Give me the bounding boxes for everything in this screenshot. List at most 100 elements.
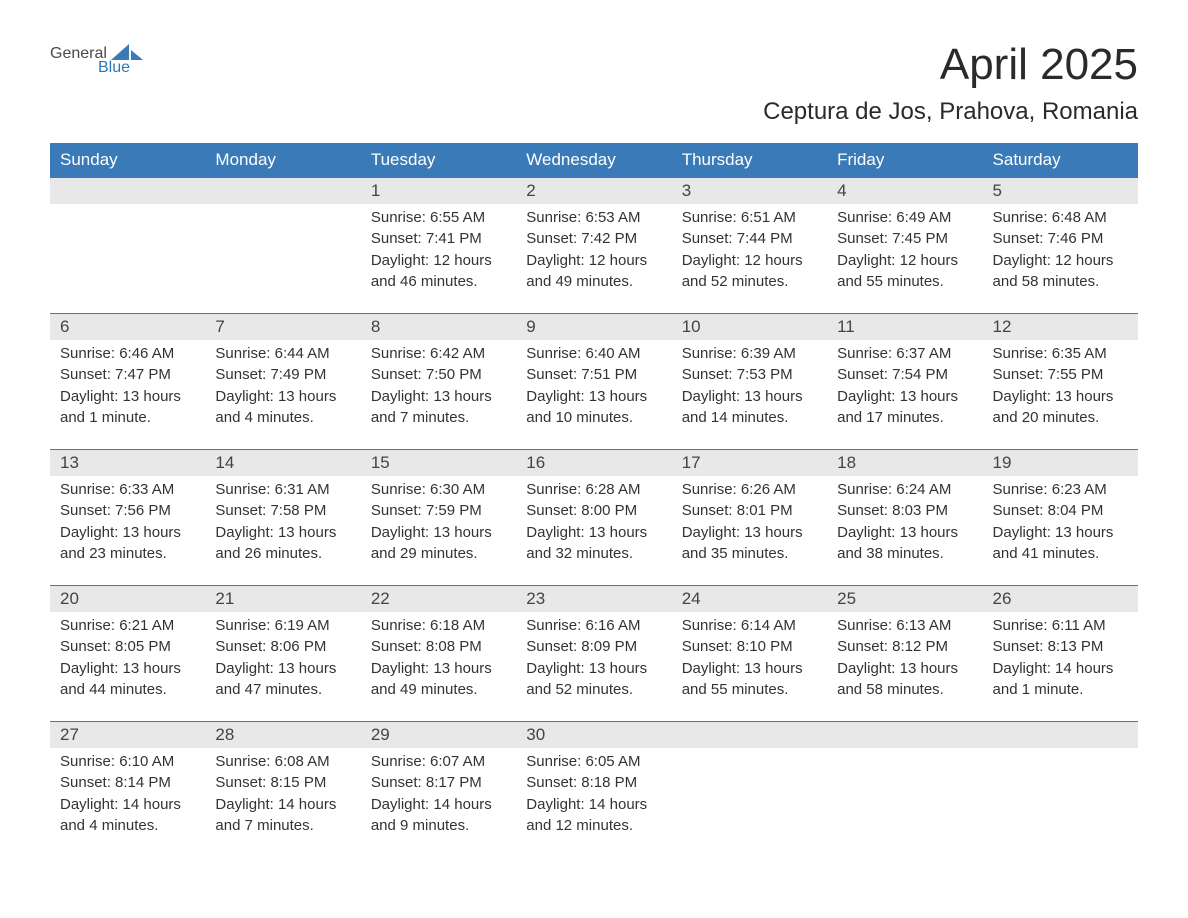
sunrise-text: Sunrise: 6:14 AM: [682, 616, 817, 636]
sunrise-text: Sunrise: 6:16 AM: [526, 616, 661, 636]
daylight-text-line2: and 4 minutes.: [215, 408, 350, 428]
day-header-sunday: Sunday: [50, 143, 205, 178]
daylight-text-line2: and 9 minutes.: [371, 816, 506, 836]
day-number: 16: [516, 450, 671, 476]
sunset-text: Sunset: 8:10 PM: [682, 637, 817, 657]
daylight-text-line2: and 58 minutes.: [993, 272, 1128, 292]
day-content: Sunrise: 6:55 AMSunset: 7:41 PMDaylight:…: [361, 204, 516, 313]
daylight-text-line1: Daylight: 13 hours: [60, 659, 195, 679]
daylight-text-line2: and 55 minutes.: [837, 272, 972, 292]
day-cell: 26Sunrise: 6:11 AMSunset: 8:13 PMDayligh…: [983, 586, 1138, 722]
sunset-text: Sunset: 8:00 PM: [526, 501, 661, 521]
sunset-text: Sunset: 7:53 PM: [682, 365, 817, 385]
sunset-text: Sunset: 7:51 PM: [526, 365, 661, 385]
day-content: [983, 748, 1138, 853]
sunrise-text: Sunrise: 6:49 AM: [837, 208, 972, 228]
sunset-text: Sunset: 8:09 PM: [526, 637, 661, 657]
header-row: General Blue April 2025 Ceptura de Jos, …: [50, 40, 1138, 138]
day-number: [983, 722, 1138, 748]
sunrise-text: Sunrise: 6:46 AM: [60, 344, 195, 364]
day-cell: 7Sunrise: 6:44 AMSunset: 7:49 PMDaylight…: [205, 314, 360, 450]
day-content: Sunrise: 6:37 AMSunset: 7:54 PMDaylight:…: [827, 340, 982, 449]
day-content: Sunrise: 6:35 AMSunset: 7:55 PMDaylight:…: [983, 340, 1138, 449]
day-content: Sunrise: 6:11 AMSunset: 8:13 PMDaylight:…: [983, 612, 1138, 721]
daylight-text-line2: and 7 minutes.: [371, 408, 506, 428]
daylight-text-line1: Daylight: 12 hours: [682, 251, 817, 271]
sunrise-text: Sunrise: 6:51 AM: [682, 208, 817, 228]
day-cell: 29Sunrise: 6:07 AMSunset: 8:17 PMDayligh…: [361, 722, 516, 858]
sunrise-text: Sunrise: 6:23 AM: [993, 480, 1128, 500]
sunset-text: Sunset: 8:06 PM: [215, 637, 350, 657]
day-number: 10: [672, 314, 827, 340]
sunrise-text: Sunrise: 6:26 AM: [682, 480, 817, 500]
sunset-text: Sunset: 8:14 PM: [60, 773, 195, 793]
day-content: Sunrise: 6:39 AMSunset: 7:53 PMDaylight:…: [672, 340, 827, 449]
daylight-text-line2: and 52 minutes.: [682, 272, 817, 292]
daylight-text-line1: Daylight: 13 hours: [682, 659, 817, 679]
sunrise-text: Sunrise: 6:18 AM: [371, 616, 506, 636]
day-content: [672, 748, 827, 853]
sunrise-text: Sunrise: 6:40 AM: [526, 344, 661, 364]
day-cell: 24 Sunrise: 6:14 AMSunset: 8:10 PMDayligh…: [672, 586, 827, 722]
daylight-text-line1: Daylight: 13 hours: [371, 387, 506, 407]
sunrise-text: Sunrise: 6:13 AM: [837, 616, 972, 636]
sunrise-text: Sunrise: 6:10 AM: [60, 752, 195, 772]
daylight-text-line2: and 49 minutes.: [371, 680, 506, 700]
daylight-text-line1: Daylight: 12 hours: [993, 251, 1128, 271]
day-cell: 6Sunrise: 6:46 AMSunset: 7:47 PMDaylight…: [50, 314, 205, 450]
daylight-text-line1: Daylight: 13 hours: [682, 387, 817, 407]
daylight-text-line2: and 17 minutes.: [837, 408, 972, 428]
daylight-text-line2: and 20 minutes.: [993, 408, 1128, 428]
daylight-text-line2: and 47 minutes.: [215, 680, 350, 700]
day-content: Sunrise: 6:42 AMSunset: 7:50 PMDaylight:…: [361, 340, 516, 449]
daylight-text-line2: and 26 minutes.: [215, 544, 350, 564]
day-cell: 30Sunrise: 6:05 AMSunset: 8:18 PMDayligh…: [516, 722, 671, 858]
day-cell: 11Sunrise: 6:37 AMSunset: 7:54 PMDayligh…: [827, 314, 982, 450]
day-number: 13: [50, 450, 205, 476]
sunrise-text: Sunrise: 6:08 AM: [215, 752, 350, 772]
daylight-text-line2: and 35 minutes.: [682, 544, 817, 564]
day-number: [672, 722, 827, 748]
sunset-text: Sunset: 7:44 PM: [682, 229, 817, 249]
daylight-text-line1: Daylight: 14 hours: [526, 795, 661, 815]
day-cell: 10Sunrise: 6:39 AMSunset: 7:53 PMDayligh…: [672, 314, 827, 450]
sunrise-text: Sunrise: 6:21 AM: [60, 616, 195, 636]
day-number: 24: [672, 586, 827, 612]
day-cell: [827, 722, 982, 858]
sunset-text: Sunset: 7:42 PM: [526, 229, 661, 249]
sunset-text: Sunset: 7:50 PM: [371, 365, 506, 385]
sunrise-text: Sunrise: 6:42 AM: [371, 344, 506, 364]
title-block: April 2025 Ceptura de Jos, Prahova, Roma…: [763, 40, 1138, 138]
sunset-text: Sunset: 7:56 PM: [60, 501, 195, 521]
day-number: 3: [672, 178, 827, 204]
day-number: 11: [827, 314, 982, 340]
day-number: 18: [827, 450, 982, 476]
day-content: Sunrise: 6:33 AMSunset: 7:56 PMDaylight:…: [50, 476, 205, 585]
day-content: Sunrise: 6:07 AMSunset: 8:17 PMDaylight:…: [361, 748, 516, 857]
sunrise-text: Sunrise: 6:28 AM: [526, 480, 661, 500]
daylight-text-line1: Daylight: 13 hours: [682, 523, 817, 543]
day-cell: 9Sunrise: 6:40 AMSunset: 7:51 PMDaylight…: [516, 314, 671, 450]
sunrise-text: Sunrise: 6:39 AM: [682, 344, 817, 364]
day-cell: 12Sunrise: 6:35 AMSunset: 7:55 PMDayligh…: [983, 314, 1138, 450]
day-content: Sunrise: 6:05 AMSunset: 8:18 PMDaylight:…: [516, 748, 671, 857]
day-content: Sunrise: 6:28 AMSunset: 8:00 PMDaylight:…: [516, 476, 671, 585]
day-header-monday: Monday: [205, 143, 360, 178]
week-row: 20Sunrise: 6:21 AMSunset: 8:05 PMDayligh…: [50, 586, 1138, 722]
day-content: Sunrise: 6:53 AMSunset: 7:42 PMDaylight:…: [516, 204, 671, 313]
sunrise-text: Sunrise: 6:48 AM: [993, 208, 1128, 228]
day-content: Sunrise: 6:23 AMSunset: 8:04 PMDaylight:…: [983, 476, 1138, 585]
day-content: Sunrise: 6:21 AMSunset: 8:05 PMDaylight:…: [50, 612, 205, 721]
sunset-text: Sunset: 7:59 PM: [371, 501, 506, 521]
day-content: Sunrise: 6:44 AMSunset: 7:49 PMDaylight:…: [205, 340, 360, 449]
day-number: 25: [827, 586, 982, 612]
sunrise-text: Sunrise: 6:44 AM: [215, 344, 350, 364]
day-content: Sunrise: 6:40 AMSunset: 7:51 PMDaylight:…: [516, 340, 671, 449]
week-row: 1Sunrise: 6:55 AMSunset: 7:41 PMDaylight…: [50, 178, 1138, 314]
sunrise-text: Sunrise: 6:11 AM: [993, 616, 1128, 636]
daylight-text-line2: and 1 minute.: [60, 408, 195, 428]
sunset-text: Sunset: 7:47 PM: [60, 365, 195, 385]
sunrise-text: Sunrise: 6:30 AM: [371, 480, 506, 500]
day-number: 14: [205, 450, 360, 476]
day-cell: 3 Sunrise: 6:51 AMSunset: 7:44 PMDaylight…: [672, 178, 827, 314]
